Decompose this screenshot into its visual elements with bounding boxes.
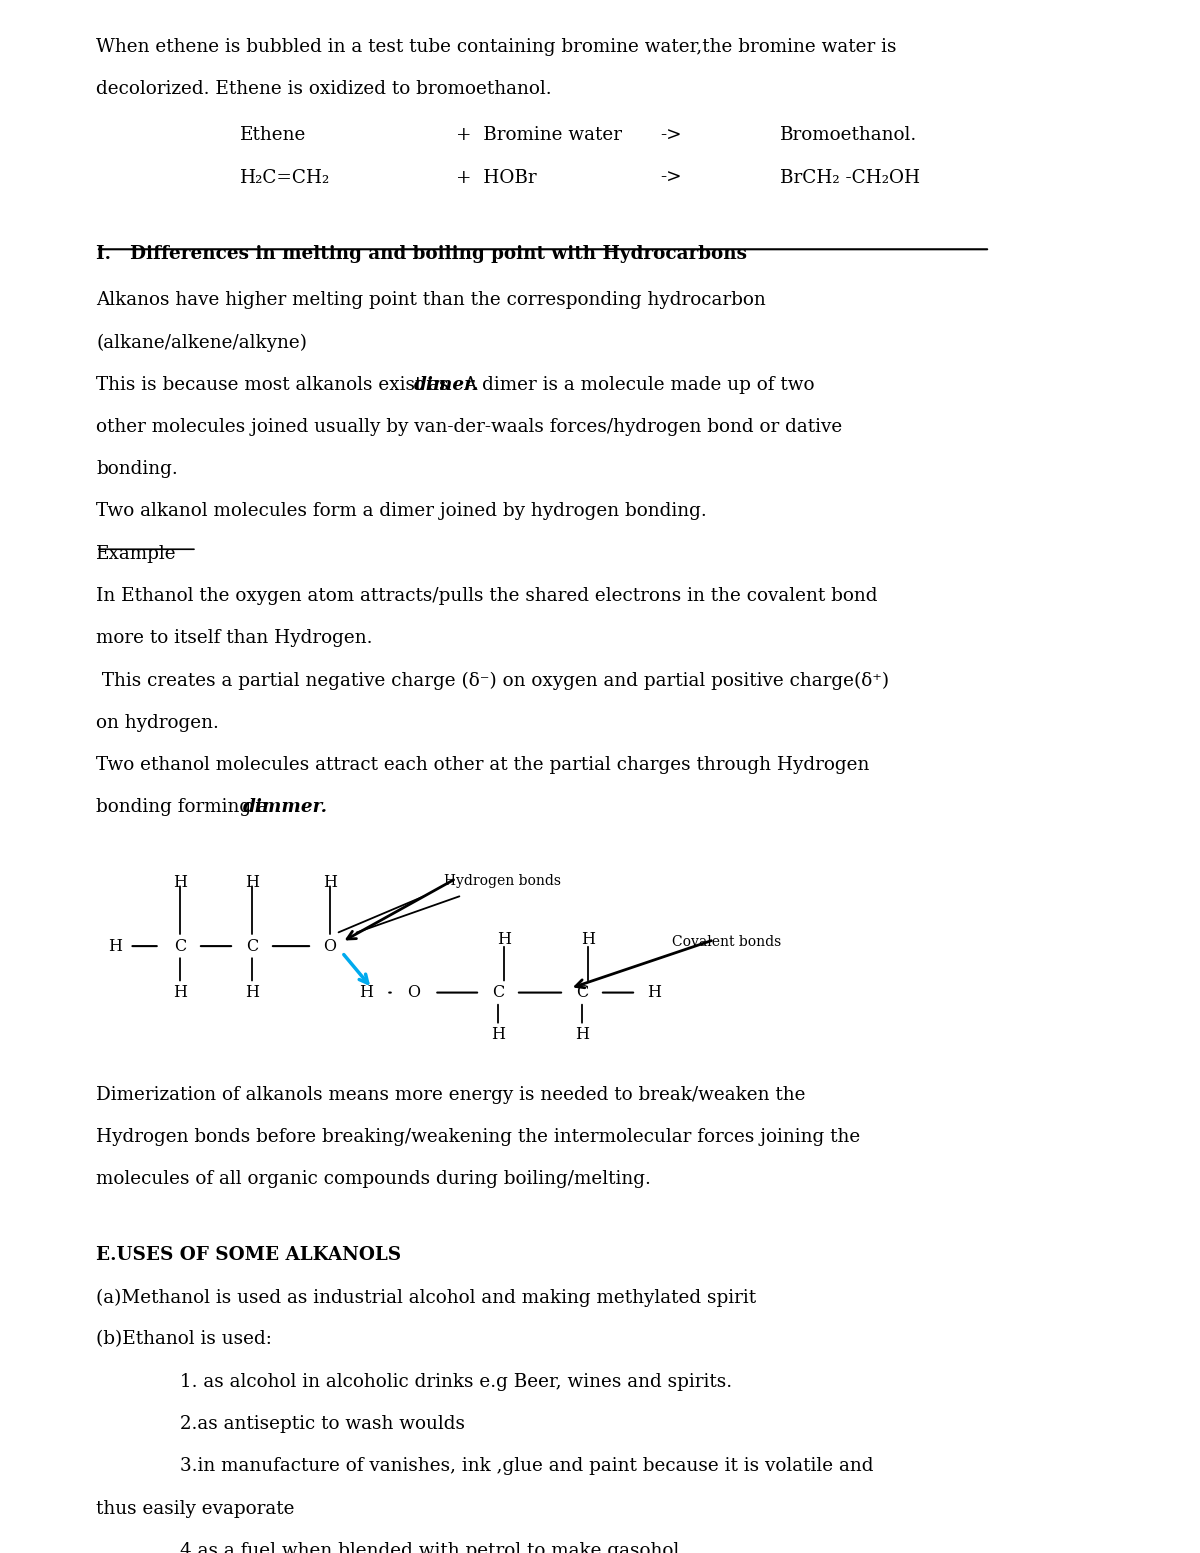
Text: C: C xyxy=(246,938,258,955)
Text: other molecules joined usually by van-der-waals forces/hydrogen bond or dative: other molecules joined usually by van-de… xyxy=(96,418,842,436)
Text: Ethene: Ethene xyxy=(240,126,306,144)
Text: molecules of all organic compounds during boiling/melting.: molecules of all organic compounds durin… xyxy=(96,1169,650,1188)
Text: decolorized. Ethene is oxidized to bromoethanol.: decolorized. Ethene is oxidized to bromo… xyxy=(96,79,552,98)
Text: H: H xyxy=(647,985,661,1002)
Text: bonding.: bonding. xyxy=(96,460,178,478)
Text: A dimer is a molecule made up of two: A dimer is a molecule made up of two xyxy=(463,376,815,394)
Text: H: H xyxy=(245,874,259,891)
Text: C: C xyxy=(492,985,504,1002)
Text: H: H xyxy=(245,985,259,1002)
Text: In Ethanol the oxygen atom attracts/pulls the shared electrons in the covalent b: In Ethanol the oxygen atom attracts/pull… xyxy=(96,587,877,606)
Text: thus easily evaporate: thus easily evaporate xyxy=(96,1500,294,1517)
Text: +  Bromine water: + Bromine water xyxy=(456,126,622,144)
Text: H: H xyxy=(173,985,187,1002)
Text: H: H xyxy=(497,932,511,949)
Text: Dimerization of alkanols means more energy is needed to break/weaken the: Dimerization of alkanols means more ener… xyxy=(96,1086,805,1104)
Text: BrCH₂ -CH₂OH: BrCH₂ -CH₂OH xyxy=(780,169,920,186)
Text: ->: -> xyxy=(660,126,682,144)
Text: (b)Ethanol is used:: (b)Ethanol is used: xyxy=(96,1331,272,1348)
Text: Covalent bonds: Covalent bonds xyxy=(672,935,781,949)
Text: When ethene is bubbled in a test tube containing bromine water,the bromine water: When ethene is bubbled in a test tube co… xyxy=(96,37,896,56)
Text: 4.as a fuel when blended with petrol to make gasohol.: 4.as a fuel when blended with petrol to … xyxy=(180,1542,685,1553)
Text: H: H xyxy=(581,932,595,949)
Text: Bromoethanol.: Bromoethanol. xyxy=(780,126,917,144)
Text: Example: Example xyxy=(96,545,176,562)
Text: 3.in manufacture of vanishes, ink ,glue and paint because it is volatile and: 3.in manufacture of vanishes, ink ,glue … xyxy=(180,1457,874,1475)
Text: C: C xyxy=(576,985,588,1002)
Text: H: H xyxy=(359,985,373,1002)
Text: H: H xyxy=(491,1027,505,1044)
Text: This is because most alkanols exist as: This is because most alkanols exist as xyxy=(96,376,455,394)
Text: I.   Differences in melting and boiling point with Hydrocarbons: I. Differences in melting and boiling po… xyxy=(96,245,746,262)
Text: E.USES OF SOME ALKANOLS: E.USES OF SOME ALKANOLS xyxy=(96,1246,401,1264)
Text: 2.as antiseptic to wash woulds: 2.as antiseptic to wash woulds xyxy=(180,1415,466,1433)
Text: ->: -> xyxy=(660,169,682,186)
Text: bonding forming a: bonding forming a xyxy=(96,798,274,817)
Text: H: H xyxy=(108,938,122,955)
Text: H: H xyxy=(173,874,187,891)
Text: O: O xyxy=(408,985,420,1002)
Text: This creates a partial negative charge (δ⁻) on oxygen and partial positive charg: This creates a partial negative charge (… xyxy=(96,671,889,690)
Text: Alkanos have higher melting point than the corresponding hydrocarbon: Alkanos have higher melting point than t… xyxy=(96,292,766,309)
Text: Two ethanol molecules attract each other at the partial charges through Hydrogen: Two ethanol molecules attract each other… xyxy=(96,756,869,773)
Text: (a)Methanol is used as industrial alcohol and making methylated spirit: (a)Methanol is used as industrial alcoho… xyxy=(96,1289,756,1306)
Text: H: H xyxy=(575,1027,589,1044)
Text: H: H xyxy=(323,874,337,891)
Text: +  HOBr: + HOBr xyxy=(456,169,536,186)
Text: Hydrogen bonds: Hydrogen bonds xyxy=(444,874,562,888)
Text: C: C xyxy=(174,938,186,955)
Text: Two alkanol molecules form a dimer joined by hydrogen bonding.: Two alkanol molecules form a dimer joine… xyxy=(96,503,707,520)
Text: H₂C=CH₂: H₂C=CH₂ xyxy=(240,169,330,186)
Text: O: O xyxy=(324,938,336,955)
Text: dimmer.: dimmer. xyxy=(242,798,328,817)
Text: more to itself than Hydrogen.: more to itself than Hydrogen. xyxy=(96,629,372,648)
Text: 1. as alcohol in alcoholic drinks e.g Beer, wines and spirits.: 1. as alcohol in alcoholic drinks e.g Be… xyxy=(180,1373,732,1391)
Text: Hydrogen bonds before breaking/weakening the intermolecular forces joining the: Hydrogen bonds before breaking/weakening… xyxy=(96,1127,860,1146)
Text: on hydrogen.: on hydrogen. xyxy=(96,714,218,731)
Text: (alkane/alkene/alkyne): (alkane/alkene/alkyne) xyxy=(96,334,307,351)
Text: dimer.: dimer. xyxy=(414,376,480,394)
